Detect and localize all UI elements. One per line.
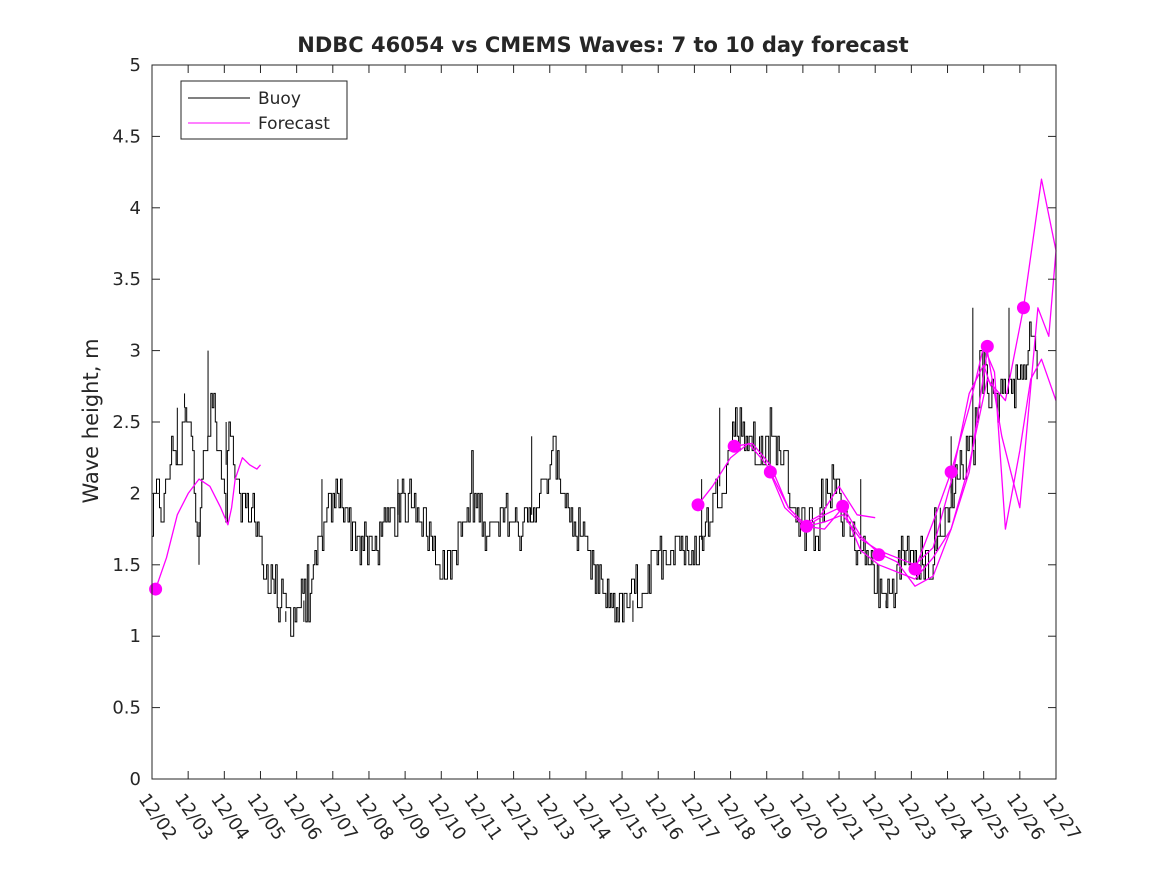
forecast-marker	[836, 499, 850, 513]
y-tick-label: 3.5	[112, 269, 141, 290]
y-tick-label: 1.5	[112, 555, 141, 576]
chart-title: NDBC 46054 vs CMEMS Waves: 7 to 10 day f…	[297, 33, 908, 57]
forecast-line-1	[154, 457, 261, 590]
buoy-series-line	[152, 321, 1038, 637]
forecast-line-4	[769, 250, 1057, 580]
forecast-marker	[1016, 301, 1030, 315]
y-tick-label: 4	[130, 198, 141, 219]
axes-background	[152, 65, 1056, 779]
y-tick-label: 5	[130, 55, 141, 76]
forecast-line-2	[697, 442, 876, 526]
forecast-marker	[799, 519, 813, 533]
forecast-line-5	[806, 178, 1057, 587]
y-tick-label: 2	[130, 483, 141, 504]
y-tick-label: 3	[130, 341, 141, 362]
forecast-marker	[763, 465, 777, 479]
y-tick-label: 2.5	[112, 412, 141, 433]
forecast-marker	[872, 548, 886, 562]
forecast-marker	[149, 582, 163, 596]
forecast-line-6	[914, 345, 1057, 570]
forecast-marker	[908, 562, 922, 576]
forecast-marker	[727, 439, 741, 453]
y-tick-label: 1	[130, 626, 141, 647]
forecast-marker	[980, 339, 994, 353]
forecast-marker	[944, 465, 958, 479]
legend-box	[180, 80, 348, 140]
legend-buoy-label: Buoy	[258, 89, 301, 109]
y-tick-label: 4.5	[112, 126, 141, 147]
forecast-marker	[691, 498, 705, 512]
y-tick-label: 0	[130, 769, 141, 790]
y-axis-label: Wave height, m	[79, 338, 103, 503]
legend: Buoy Forecast	[180, 80, 348, 140]
plot-area	[149, 64, 1057, 780]
legend-forecast-label: Forecast	[258, 114, 330, 134]
y-axis-ticks: 0 0.5 1 1.5 2 2.5 3 3.5 4 4.5 5	[112, 55, 1056, 790]
y-tick-label: 0.5	[112, 698, 141, 719]
